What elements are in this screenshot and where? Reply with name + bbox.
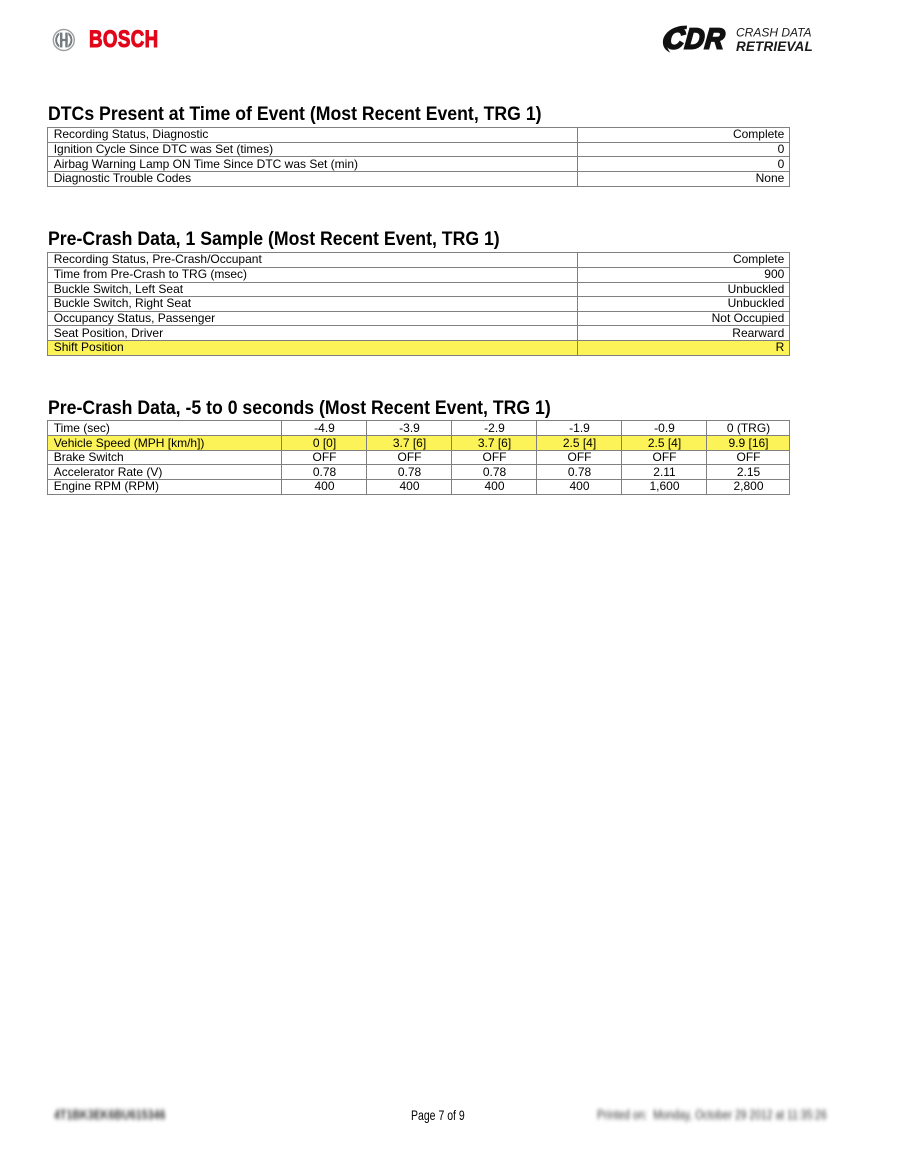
svg-text:CDR: CDR xyxy=(664,23,727,55)
svg-text:RETRIEVAL: RETRIEVAL xyxy=(736,39,813,54)
svg-text:CRASH DATA: CRASH DATA xyxy=(736,26,812,40)
